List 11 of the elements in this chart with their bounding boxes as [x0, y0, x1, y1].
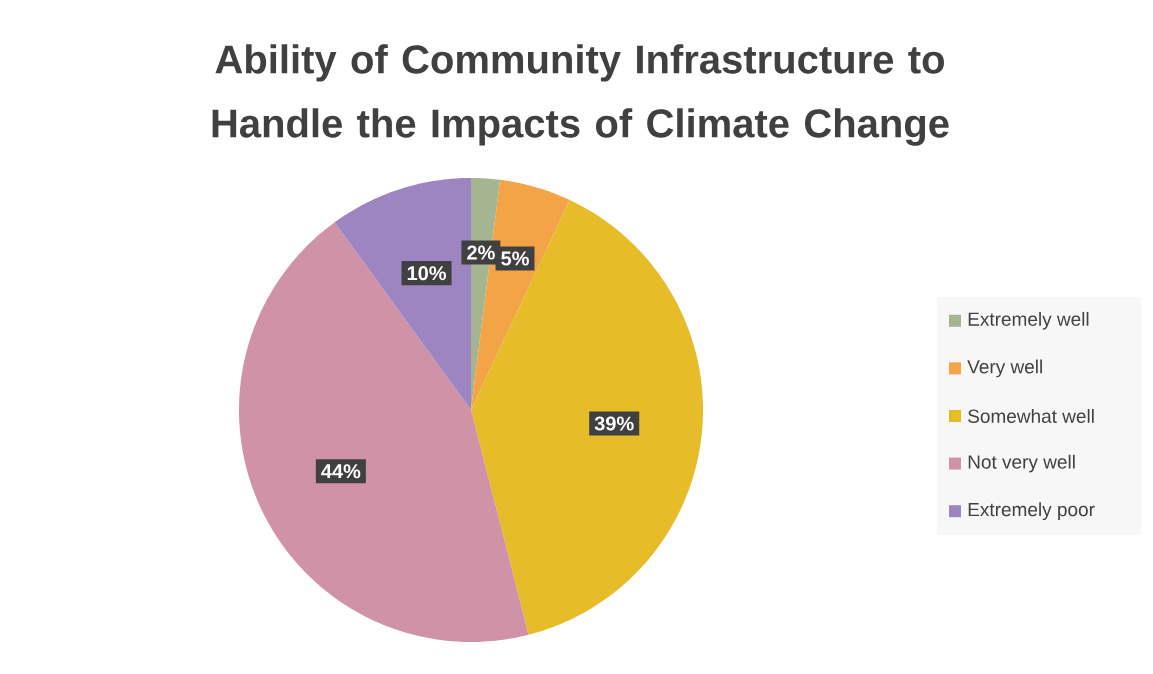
- data-label: 2%: [467, 245, 495, 260]
- data-label: 10%: [407, 266, 447, 281]
- data-label: 44%: [321, 464, 361, 479]
- legend-label: Very well: [967, 359, 1042, 378]
- data-label: 39%: [594, 416, 634, 431]
- chart-title: Ability of Community Infrastructure to Handle the Impacts of Climate Change: [212, 44, 949, 146]
- legend-label: Somewhat well: [968, 409, 1094, 423]
- legend-label: Not very well: [968, 454, 1075, 473]
- data-label: 5%: [501, 251, 529, 266]
- legend-label: Extremely poor: [968, 502, 1095, 521]
- legend-label: Extremely well: [968, 311, 1089, 330]
